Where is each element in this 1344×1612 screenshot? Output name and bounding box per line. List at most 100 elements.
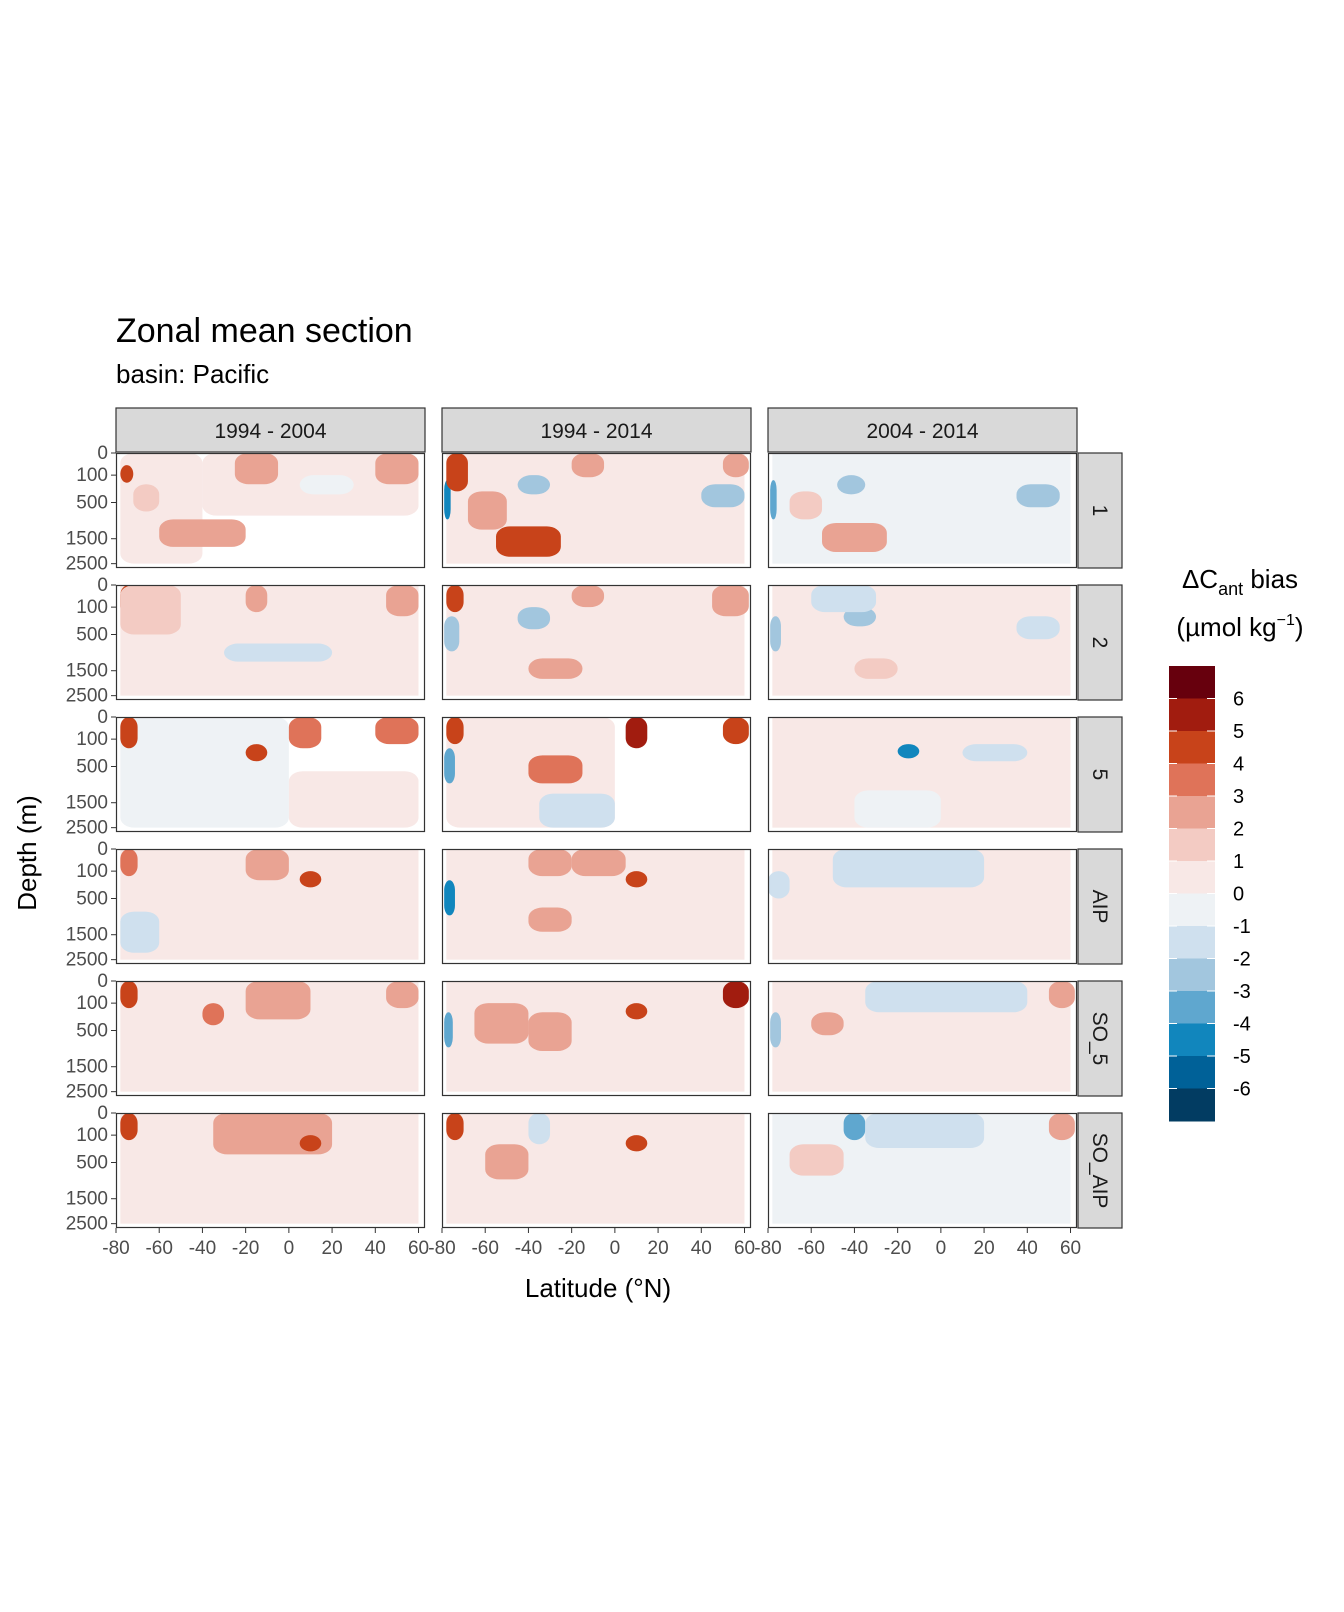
y-tick-label: 100 <box>76 597 108 618</box>
x-tick-label: 20 <box>974 1238 995 1259</box>
x-tick-label: 60 <box>408 1238 429 1259</box>
panel-AIP-1994-2004 <box>115 848 426 965</box>
contour-region <box>299 871 322 888</box>
y-tick-label: 100 <box>76 993 108 1014</box>
panel-border <box>767 848 1078 965</box>
contour-region <box>789 1144 844 1176</box>
panel-border <box>767 584 1078 701</box>
row-strip-label: 1 <box>1088 505 1111 517</box>
legend-band <box>1169 958 1215 992</box>
legend-title: ΔCant bias <box>1182 564 1298 599</box>
panel-border <box>441 452 752 569</box>
column-strip-label: 2004 - 2014 <box>866 420 978 443</box>
contour-region <box>299 1135 322 1152</box>
panel-border <box>115 584 426 701</box>
legend-label: -2 <box>1233 949 1251 971</box>
row-strip-label: SO_5 <box>1088 1012 1111 1066</box>
contour-region <box>245 585 268 613</box>
legend-band <box>1169 698 1215 732</box>
y-tick-label: 1500 <box>66 661 108 682</box>
row-strip <box>1077 848 1123 965</box>
y-tick-label: 500 <box>76 624 108 645</box>
y-tick-label: 2500 <box>66 1214 108 1235</box>
legend-unit-superscript: −1 <box>1277 612 1295 629</box>
contour-fill <box>120 981 419 1092</box>
contour-region <box>386 585 419 617</box>
panel-SO_5-1994-2004 <box>115 980 426 1097</box>
contour-fill <box>772 1113 1075 1224</box>
contour-region <box>288 771 419 828</box>
x-tick-label: -20 <box>558 1238 585 1259</box>
contour-region <box>528 1113 551 1145</box>
panel-border <box>767 452 1078 569</box>
contour-region <box>496 526 561 557</box>
legend-band <box>1169 926 1215 959</box>
y-tick-label: 500 <box>76 888 108 909</box>
contour-region <box>722 981 749 1009</box>
contour-region <box>202 1003 225 1026</box>
column-strip-label: 1994 - 2014 <box>540 420 652 443</box>
contour-region <box>539 793 615 828</box>
panel-border <box>115 716 426 833</box>
contour-region <box>474 1003 529 1044</box>
legend-band <box>1169 1023 1215 1057</box>
legend-labels: 6 5 4 3 2 1 0 -1 -2 -3 -4 -5 -6 <box>1233 689 1251 1101</box>
panel-2-1994-2014 <box>441 584 752 701</box>
legend-band <box>1169 731 1215 764</box>
y-tick-label: 0 <box>97 839 108 860</box>
contour-region <box>120 465 134 483</box>
contour-region <box>446 1113 464 1141</box>
contour-region <box>571 453 605 478</box>
column-strip <box>767 407 1078 453</box>
legend-title-prefix: ΔC <box>1182 564 1218 594</box>
legend-label: 1 <box>1233 851 1244 873</box>
panel-border <box>441 584 752 701</box>
y-tick-label: 100 <box>76 1125 108 1146</box>
panel-2-1994-2004 <box>115 584 426 701</box>
x-tick-label: 0 <box>284 1238 295 1259</box>
contour-region <box>120 717 138 749</box>
legend-unit-prefix: (µmol kg <box>1176 612 1276 642</box>
row-strip <box>1077 584 1123 701</box>
row-strip <box>1077 716 1123 833</box>
panel-AIP-1994-2014 <box>441 848 752 965</box>
contour-region <box>485 1144 529 1180</box>
contour-region <box>1048 1113 1075 1141</box>
panel-border <box>441 716 752 833</box>
row-strip-label: 2 <box>1088 637 1111 649</box>
x-tick-label: -60 <box>471 1238 498 1259</box>
y-tick-label: 500 <box>76 1152 108 1173</box>
contour-region <box>444 480 451 520</box>
contour-region <box>768 871 790 899</box>
legend-label: 2 <box>1233 819 1244 841</box>
column-strip <box>115 407 426 453</box>
panel-border <box>441 980 752 1097</box>
legend-unit-suffix: ) <box>1295 612 1304 642</box>
axes: 0100500150025000100500150025000100500150… <box>66 443 1081 1259</box>
row-strip <box>1077 452 1123 569</box>
panel-5-1994-2004 <box>115 716 426 833</box>
legend-colorbar <box>1169 666 1215 1122</box>
y-tick-label: 2500 <box>66 950 108 971</box>
contour-region <box>722 453 749 478</box>
y-tick-label: 0 <box>97 443 108 464</box>
y-tick-label: 100 <box>76 465 108 486</box>
contour-region <box>865 1113 985 1148</box>
contour-region <box>446 585 464 613</box>
contour-fill <box>770 585 1071 696</box>
y-tick-label: 1500 <box>66 1189 108 1210</box>
x-tick-label: 40 <box>1017 1238 1038 1259</box>
y-tick-label: 2500 <box>66 1082 108 1103</box>
contour-region <box>120 585 181 635</box>
contour-fill <box>444 849 745 960</box>
contour-region <box>120 717 289 828</box>
legend-label: 4 <box>1233 754 1244 776</box>
panel-AIP-2004-2014 <box>767 848 1078 965</box>
legend-band <box>1169 861 1215 894</box>
contour-region <box>854 658 898 679</box>
legend-title-subscript: ant <box>1218 579 1243 599</box>
panel-border <box>115 1112 426 1229</box>
contour-fill <box>444 453 749 564</box>
contour-region <box>625 1135 648 1152</box>
chart-title: Zonal mean section <box>116 312 413 350</box>
